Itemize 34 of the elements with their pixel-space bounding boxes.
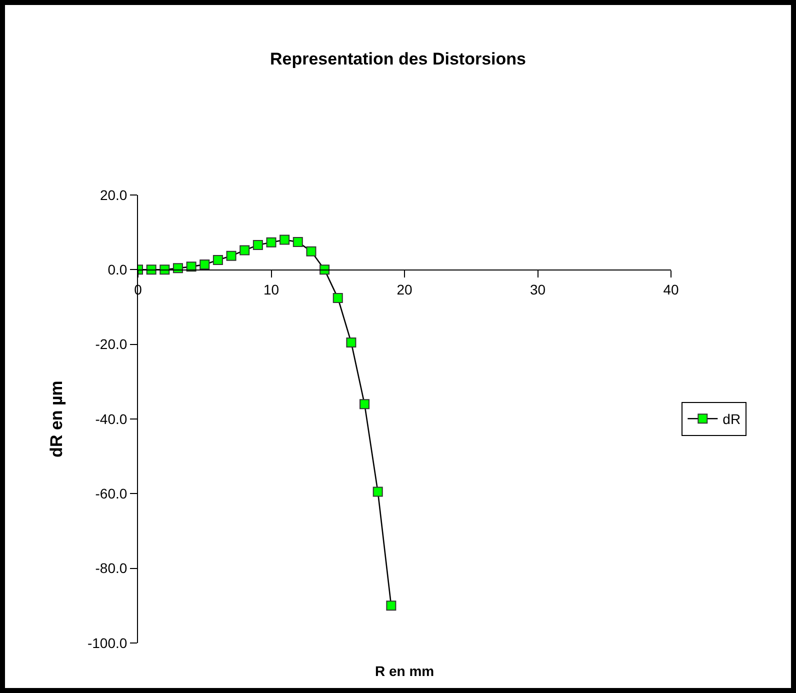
point <box>172 263 183 274</box>
y-tick-label: 20.0 <box>100 186 128 203</box>
x-tick-label: 20 <box>396 281 412 298</box>
point <box>372 486 383 497</box>
x-tick-label: 30 <box>530 281 546 298</box>
x-tick-label: 40 <box>663 281 679 298</box>
point <box>332 293 343 304</box>
y-tick-label: 0.0 <box>108 262 128 278</box>
point <box>212 254 223 265</box>
point <box>292 237 303 248</box>
legend-label: dR <box>722 411 741 428</box>
chart-title: Representation des Distorsions <box>270 50 526 69</box>
point <box>186 262 196 272</box>
point <box>346 337 356 348</box>
point <box>306 246 316 256</box>
y-tick-label: -100.0 <box>87 634 128 651</box>
point <box>160 264 170 275</box>
y-tick-label: -60.0 <box>95 486 128 502</box>
x-tick-label: 10 <box>263 281 280 298</box>
point <box>280 234 290 245</box>
point <box>360 399 370 410</box>
point <box>200 259 210 270</box>
point <box>146 264 156 275</box>
y-tick-label: -20.0 <box>95 336 128 352</box>
y-tick-label: -80.0 <box>95 560 128 576</box>
point <box>226 250 236 261</box>
point <box>386 600 396 611</box>
point <box>266 237 276 248</box>
y-axis-title: dR en µm <box>47 380 66 458</box>
x-axis-title: R en mm <box>375 663 434 679</box>
y-tick-label: -40.0 <box>95 410 128 427</box>
point <box>240 245 250 256</box>
point <box>252 240 263 250</box>
point <box>320 264 330 275</box>
